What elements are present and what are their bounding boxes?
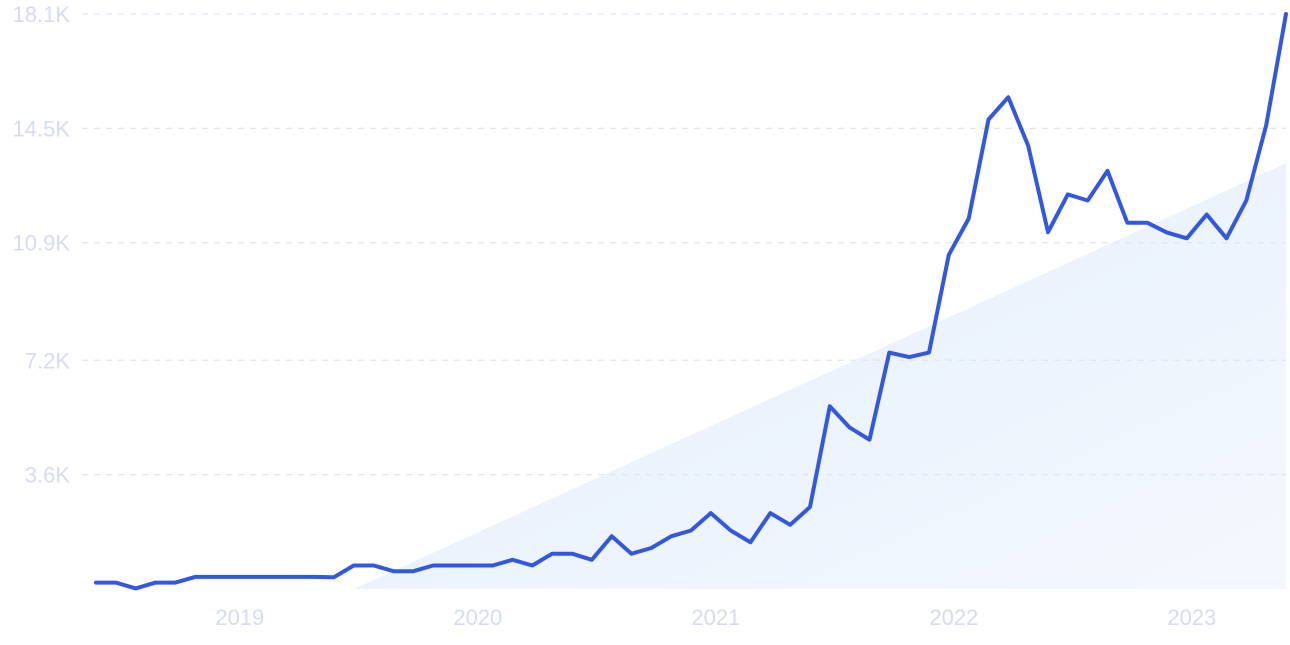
x-tick-label: 2020	[453, 605, 502, 630]
x-tick-label: 2021	[691, 605, 740, 630]
y-tick-label: 14.5K	[13, 116, 71, 141]
x-tick-label: 2022	[929, 605, 978, 630]
series-line	[94, 12, 1288, 591]
y-tick-label: 7.2K	[25, 348, 71, 373]
x-tick-label: 2023	[1167, 605, 1216, 630]
y-tick-label: 3.6K	[25, 463, 71, 488]
y-tick-label: 10.9K	[13, 231, 71, 256]
x-tick-label: 2019	[215, 605, 264, 630]
y-tick-label: 18.1K	[13, 2, 71, 27]
trend-area	[353, 163, 1286, 589]
